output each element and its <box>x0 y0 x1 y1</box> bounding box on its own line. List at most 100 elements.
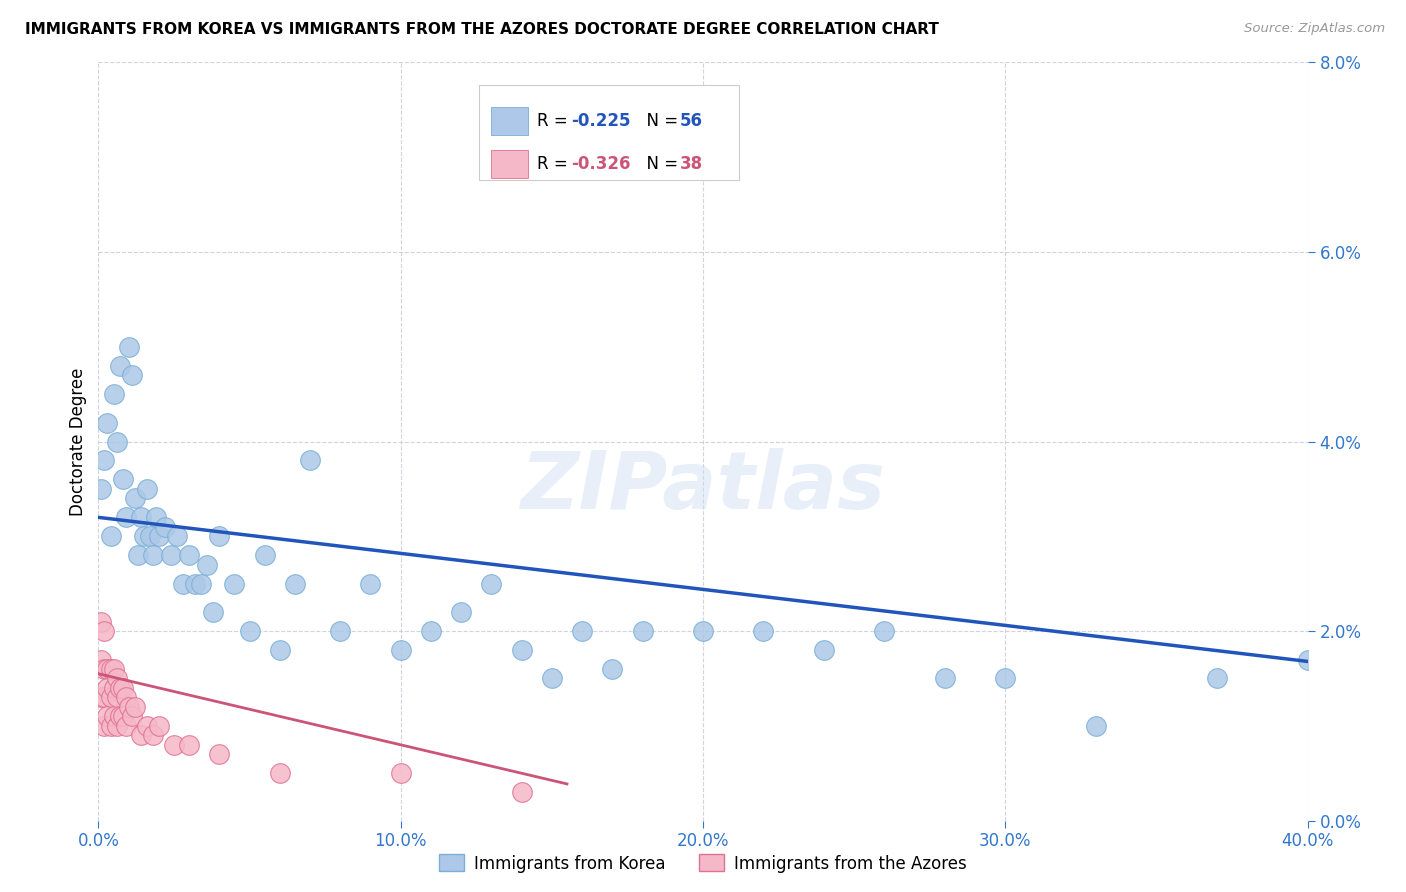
Point <box>118 699 141 714</box>
Point <box>90 690 112 705</box>
Point <box>510 785 533 799</box>
Text: -0.225: -0.225 <box>571 112 631 130</box>
Point <box>100 690 122 705</box>
Point <box>934 672 956 686</box>
Point <box>172 576 194 591</box>
Point <box>420 624 443 639</box>
Text: ZIPatlas: ZIPatlas <box>520 448 886 526</box>
Point <box>124 491 146 506</box>
Point <box>100 719 122 733</box>
Point <box>105 719 128 733</box>
Point <box>96 662 118 676</box>
Point <box>450 605 472 619</box>
Point <box>269 766 291 780</box>
Point <box>389 643 412 657</box>
Point <box>163 738 186 752</box>
Point <box>100 662 122 676</box>
Point <box>108 359 131 373</box>
Text: -0.326: -0.326 <box>571 155 631 173</box>
Point <box>166 529 188 543</box>
Point <box>108 709 131 723</box>
Point <box>93 453 115 467</box>
Point <box>93 719 115 733</box>
Point <box>1206 672 1229 686</box>
Point <box>195 558 218 572</box>
Point <box>114 690 136 705</box>
Text: R =: R = <box>537 155 574 173</box>
Point <box>602 662 624 676</box>
Point <box>111 709 134 723</box>
Point <box>202 605 225 619</box>
Point <box>299 453 322 467</box>
Point <box>103 387 125 401</box>
Text: R =: R = <box>537 112 574 130</box>
Point <box>1085 719 1108 733</box>
Point <box>100 529 122 543</box>
Point <box>103 709 125 723</box>
Point <box>179 548 201 563</box>
Point <box>127 548 149 563</box>
Point <box>142 728 165 742</box>
Point <box>145 510 167 524</box>
FancyBboxPatch shape <box>479 85 740 180</box>
Point <box>124 699 146 714</box>
Point <box>121 709 143 723</box>
Point <box>111 473 134 487</box>
Point <box>994 672 1017 686</box>
Point <box>148 719 170 733</box>
Text: 56: 56 <box>681 112 703 130</box>
Point <box>111 681 134 695</box>
Point <box>571 624 593 639</box>
Point <box>873 624 896 639</box>
Y-axis label: Doctorate Degree: Doctorate Degree <box>69 368 87 516</box>
Point <box>329 624 352 639</box>
Point <box>139 529 162 543</box>
Point <box>142 548 165 563</box>
Point <box>96 681 118 695</box>
Point <box>239 624 262 639</box>
Point <box>631 624 654 639</box>
Point <box>481 576 503 591</box>
Text: N =: N = <box>637 112 683 130</box>
Point <box>208 747 231 762</box>
Point <box>153 520 176 534</box>
Text: Source: ZipAtlas.com: Source: ZipAtlas.com <box>1244 22 1385 36</box>
Point <box>1296 652 1319 666</box>
Point <box>96 416 118 430</box>
FancyBboxPatch shape <box>492 150 527 178</box>
Point <box>114 510 136 524</box>
Point <box>118 340 141 354</box>
Point <box>93 690 115 705</box>
Point <box>540 672 562 686</box>
Point <box>813 643 835 657</box>
Point <box>179 738 201 752</box>
Point <box>692 624 714 639</box>
Point <box>93 624 115 639</box>
Point <box>96 709 118 723</box>
Point <box>752 624 775 639</box>
Point <box>510 643 533 657</box>
Point <box>105 690 128 705</box>
Point <box>129 510 152 524</box>
Text: N =: N = <box>637 155 683 173</box>
Point <box>269 643 291 657</box>
Point <box>184 576 207 591</box>
Point <box>135 482 157 496</box>
Point <box>90 652 112 666</box>
Point <box>103 662 125 676</box>
Point <box>103 681 125 695</box>
Text: 38: 38 <box>681 155 703 173</box>
Point <box>114 719 136 733</box>
Point <box>105 672 128 686</box>
Text: IMMIGRANTS FROM KOREA VS IMMIGRANTS FROM THE AZORES DOCTORATE DEGREE CORRELATION: IMMIGRANTS FROM KOREA VS IMMIGRANTS FROM… <box>25 22 939 37</box>
Point <box>90 482 112 496</box>
Point <box>135 719 157 733</box>
Point <box>284 576 307 591</box>
Point <box>208 529 231 543</box>
Point <box>360 576 382 591</box>
Point <box>148 529 170 543</box>
Point <box>190 576 212 591</box>
Point <box>105 434 128 449</box>
Point <box>90 615 112 629</box>
Point <box>132 529 155 543</box>
